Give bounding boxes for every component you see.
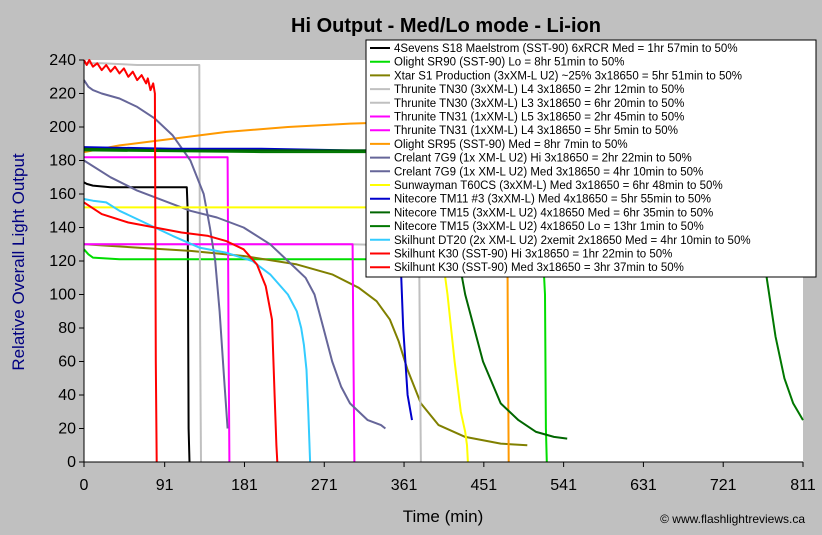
series-line-7 [84, 243, 356, 463]
x-tick-label: 811 [790, 477, 816, 494]
series-line-17 [83, 201, 279, 463]
y-tick-label: 40 [58, 387, 76, 404]
legend-entry-2: Olight SR90 (SST-90) Lo = 8hr 51min to 5… [394, 57, 624, 69]
legend-entry-12: Nitecore TM11 #3 (3xXM-L) Med 4x18650 = … [394, 194, 711, 206]
chart-title: Hi Output - Med/Lo mode - Li-ion [291, 15, 601, 37]
legend-entry-11: Sunwayman T60CS (3xXM-L) Med 3x18650 = 6… [394, 180, 723, 192]
legend-entry-14: Nitecore TM15 (3xXM-L U2) 4x18650 Lo = 1… [394, 221, 704, 233]
x-tick-label: 271 [311, 477, 338, 494]
x-tick-label: 181 [231, 477, 258, 494]
series-line-10 [83, 159, 387, 430]
series-line-15 [83, 198, 312, 463]
x-tick-label: 91 [156, 477, 174, 494]
y-tick-label: 160 [49, 186, 76, 203]
y-tick-label: 240 [49, 52, 76, 69]
legend-entry-9: Crelant 7G9 (1x XM-L U2) Hi 3x18650 = 2h… [394, 153, 692, 165]
y-tick-label: 120 [49, 253, 76, 270]
legend: 4Sevens S18 Maelstrom (SST-90) 6xRCR Med… [365, 39, 817, 278]
x-tick-label: 631 [630, 477, 657, 494]
x-tick-label: 361 [391, 477, 418, 494]
x-axis-label: Time (min) [403, 507, 484, 526]
credit-text: © www.flashlightreviews.ca [660, 512, 805, 526]
x-tick-label: 721 [710, 477, 737, 494]
series-line-16 [83, 59, 158, 463]
legend-entry-15: Skilhunt DT20 (2x XM-L U2) 2xemit 2x1865… [394, 235, 751, 247]
legend-entry-1: 4Sevens S18 Maelstrom (SST-90) 6xRCR Med… [394, 43, 738, 55]
x-tick-label: 0 [80, 477, 89, 494]
legend-box [365, 39, 817, 278]
x-tick-label: 541 [550, 477, 577, 494]
y-tick-label: 20 [58, 421, 76, 438]
legend-entry-10: Crelant 7G9 (1x XM-L U2) Med 3x18650 = 4… [394, 166, 703, 178]
series-line-1 [83, 181, 191, 463]
x-tick-label: 451 [470, 477, 497, 494]
series-line-4 [84, 62, 202, 463]
series-line-13 [83, 147, 568, 440]
y-tick-label: 0 [67, 454, 76, 471]
legend-entry-5: Thrunite TN30 (3xXM-L) L3 3x18650 = 6hr … [394, 98, 684, 110]
legend-entry-13: Nitecore TM15 (3xXM-L U2) 4x18650 Med = … [394, 207, 713, 219]
ticks-layer: 0 20 40 60 80 100 120 140 160 180 200 220 240 0 91 181 2… [49, 52, 816, 494]
legend-entry-8: Olight SR95 (SST-90) Med = 8hr 7min to 5… [394, 139, 628, 151]
y-tick-label: 200 [49, 119, 76, 136]
y-tick-label: 80 [58, 320, 76, 337]
y-tick-label: 100 [49, 287, 76, 304]
y-tick-label: 220 [49, 86, 76, 103]
legend-entry-4: Thrunite TN30 (3xXM-L) L4 3x18650 = 2hr … [394, 84, 684, 96]
y-tick-label: 180 [49, 153, 76, 170]
legend-entry-6: Thrunite TN31 (1xXM-L) L5 3x18650 = 2hr … [394, 112, 684, 124]
y-tick-label: 60 [58, 354, 76, 371]
y-axis-label: Relative Overall Light Output [9, 153, 28, 371]
y-tick-label: 140 [49, 220, 76, 237]
legend-entry-3: Xtar S1 Production (3xXM-L U2) ~25% 3x18… [394, 70, 742, 82]
series-line-6 [84, 156, 231, 463]
legend-entry-17: Skilhunt K30 (SST-90) Med 3x18650 = 3hr … [394, 262, 684, 274]
series-line-3 [83, 243, 528, 447]
series-line-2 [83, 248, 548, 463]
legend-entry-7: Thrunite TN31 (1xXM-L) L4 3x18650 = 5hr … [394, 125, 678, 137]
legend-entry-16: Skilhunt K30 (SST-90) Hi 3x18650 = 1hr 2… [394, 249, 672, 261]
series-line-9 [83, 79, 229, 429]
